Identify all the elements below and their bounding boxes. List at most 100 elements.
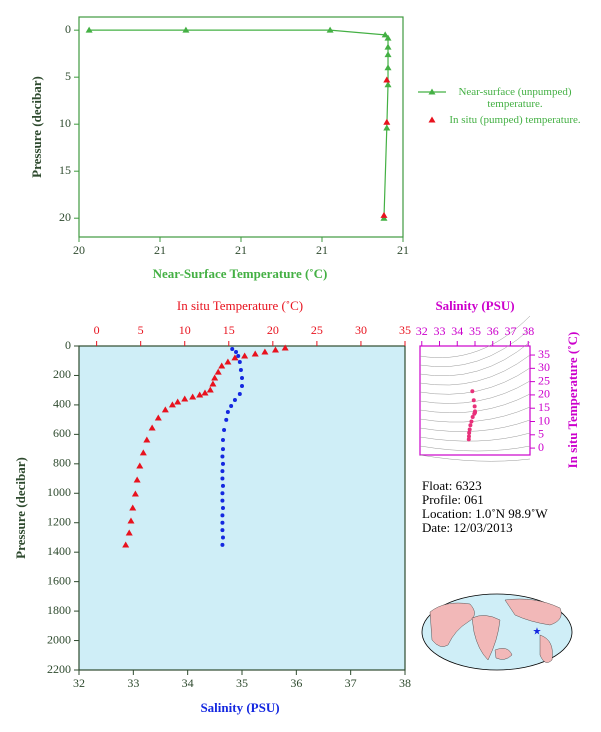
x-tick-label: 37 xyxy=(345,676,357,690)
data-point xyxy=(154,414,162,421)
density-contour xyxy=(419,454,531,462)
y-tick-label: 0 xyxy=(65,22,71,36)
data-point xyxy=(241,352,249,359)
data-point xyxy=(220,469,225,474)
data-point xyxy=(240,375,244,380)
y-tick-label: 5 xyxy=(65,69,71,83)
y-tick-label: 1000 xyxy=(47,485,71,499)
x2-axis-label: In situ Temperature (˚C) xyxy=(177,298,303,313)
data-point xyxy=(220,483,225,488)
data-point xyxy=(271,346,279,353)
data-point xyxy=(231,354,239,361)
density-contour xyxy=(419,354,531,386)
data-point xyxy=(467,430,472,435)
data-point xyxy=(220,528,225,533)
data-point xyxy=(470,389,475,394)
info-line: Location: 1.0˚N 98.9˚W xyxy=(422,506,548,521)
y-tick-label: 15 xyxy=(59,163,71,177)
data-point xyxy=(240,384,244,389)
data-point xyxy=(261,348,269,355)
x-axis-label: Salinity (PSU) xyxy=(200,700,279,715)
data-point xyxy=(471,398,476,403)
x-tick-label: 33 xyxy=(127,676,139,690)
data-point xyxy=(125,529,133,536)
x-tick-label: 33 xyxy=(434,324,446,338)
data-point xyxy=(384,34,392,41)
y-tick-label: 0 xyxy=(538,440,544,454)
density-contour xyxy=(419,419,531,432)
plot-area xyxy=(78,16,404,238)
data-point xyxy=(237,392,242,397)
data-point xyxy=(230,346,235,351)
x-tick-label: 20 xyxy=(73,243,85,257)
x-tick-label: 34 xyxy=(182,676,194,690)
data-point xyxy=(220,506,225,510)
y-axis-label: In situ Temperature (˚C) xyxy=(565,332,580,469)
data-point xyxy=(473,409,477,414)
x-tick-label: 38 xyxy=(522,324,534,338)
density-contour xyxy=(419,380,531,404)
y-tick-label: 200 xyxy=(53,367,71,381)
data-point xyxy=(224,417,229,422)
x-tick-label: 21 xyxy=(154,243,166,257)
density-contour xyxy=(419,432,531,442)
legend-label: In situ (pumped) temperature. xyxy=(449,114,581,126)
data-point xyxy=(206,386,214,393)
x-tick-label: 32 xyxy=(73,676,85,690)
x2-tick-label: 0 xyxy=(94,323,100,337)
data-point xyxy=(229,403,234,408)
data-point xyxy=(209,380,217,387)
y-tick-label: 30 xyxy=(538,360,550,374)
x-axis-label: Salinity (PSU) xyxy=(435,298,514,313)
density-contour xyxy=(419,341,531,377)
y-axis-label: Pressure (decibar) xyxy=(29,76,44,178)
x-axis-label: Near-Surface Temperature (˚C) xyxy=(153,266,328,281)
data-point xyxy=(220,498,225,503)
density-contour xyxy=(419,393,531,414)
data-point xyxy=(384,51,392,58)
data-point xyxy=(251,350,259,357)
y-tick-label: 1600 xyxy=(47,573,71,587)
data-point xyxy=(143,436,151,443)
data-point xyxy=(122,541,130,548)
y-tick-label: 600 xyxy=(53,426,71,440)
data-point xyxy=(469,419,474,424)
data-point xyxy=(220,542,225,547)
y-tick-label: 35 xyxy=(538,347,550,361)
x2-tick-label: 20 xyxy=(267,323,279,337)
x2-tick-label: 10 xyxy=(179,323,191,337)
world-map: ★ xyxy=(421,593,573,671)
x2-tick-label: 30 xyxy=(355,323,367,337)
data-point xyxy=(472,404,477,409)
data-point xyxy=(85,26,93,33)
data-point xyxy=(466,437,471,442)
data-point xyxy=(168,401,176,408)
data-point xyxy=(466,434,471,439)
data-point xyxy=(224,358,232,365)
data-point xyxy=(232,398,237,403)
data-point xyxy=(218,362,226,369)
y-tick-label: 10 xyxy=(538,413,550,427)
data-point xyxy=(237,360,242,365)
data-point xyxy=(470,414,475,419)
y-tick-label: 20 xyxy=(59,210,71,224)
data-point xyxy=(161,406,169,413)
data-point xyxy=(127,517,135,524)
data-point xyxy=(214,368,222,375)
data-point xyxy=(133,476,141,483)
data-point xyxy=(220,454,225,459)
y-tick-label: 0 xyxy=(65,338,71,352)
data-point xyxy=(383,124,391,131)
data-point xyxy=(220,491,225,496)
info-line: Date: 12/03/2013 xyxy=(422,520,513,535)
x2-tick-label: 15 xyxy=(223,323,235,337)
x-tick-label: 36 xyxy=(290,676,302,690)
data-point xyxy=(181,395,189,402)
y-tick-label: 1400 xyxy=(47,544,71,558)
y-tick-label: 400 xyxy=(53,397,71,411)
data-point xyxy=(222,427,227,432)
legend-marker xyxy=(428,88,436,95)
data-point xyxy=(182,26,190,33)
density-contour xyxy=(419,367,531,395)
y-tick-label: 1800 xyxy=(47,603,71,617)
